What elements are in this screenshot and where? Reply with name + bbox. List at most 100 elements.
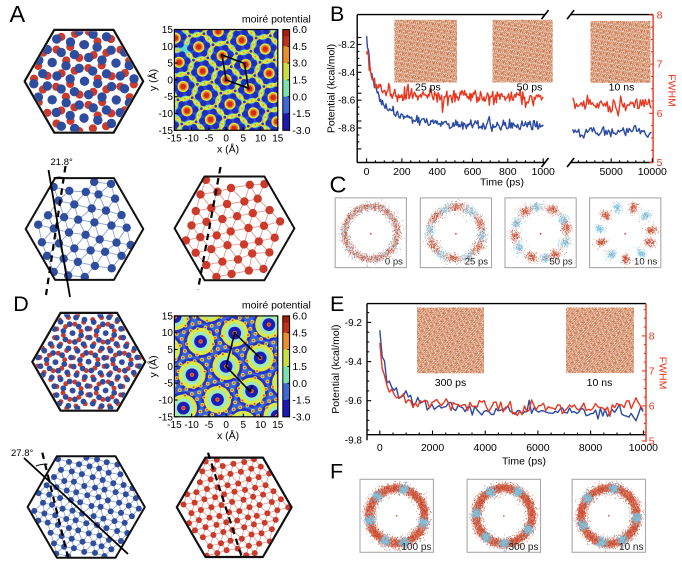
svg-text:-15: -15	[158, 412, 173, 423]
svg-text:-15: -15	[167, 420, 182, 431]
svg-text:-1.5: -1.5	[292, 395, 310, 407]
svg-text:moiré potential: moiré potential	[242, 14, 311, 26]
svg-text:10 ns: 10 ns	[609, 82, 635, 94]
svg-text:0: 0	[223, 420, 229, 431]
svg-text:0: 0	[377, 442, 383, 454]
svg-text:5000: 5000	[600, 166, 624, 178]
svg-text:0: 0	[223, 134, 229, 145]
svg-text:-8.4: -8.4	[338, 68, 356, 79]
svg-text:Time (ps): Time (ps)	[502, 456, 546, 468]
svg-text:FWHM: FWHM	[666, 74, 678, 107]
svg-text:-10: -10	[158, 396, 173, 407]
svg-text:Potential (kcal/mol): Potential (kcal/mol)	[326, 44, 338, 133]
svg-text:7: 7	[657, 59, 663, 71]
svg-text:E: E	[330, 292, 344, 316]
svg-text:5: 5	[657, 157, 663, 169]
svg-text:Potential (kcal/mol): Potential (kcal/mol)	[330, 324, 342, 413]
svg-text:y (Å): y (Å)	[147, 355, 160, 377]
svg-text:3.0: 3.0	[292, 58, 307, 70]
svg-text:0: 0	[167, 362, 173, 373]
svg-text:5: 5	[167, 59, 173, 70]
svg-text:0.0: 0.0	[292, 91, 307, 103]
svg-text:10 ns: 10 ns	[587, 377, 613, 389]
svg-text:Time (ps): Time (ps)	[480, 177, 524, 189]
svg-text:C: C	[330, 172, 347, 198]
svg-text:-1.5: -1.5	[292, 108, 310, 120]
svg-text:7: 7	[649, 366, 655, 378]
svg-text:10000: 10000	[629, 442, 658, 454]
svg-text:10000: 10000	[638, 166, 667, 178]
svg-text:800: 800	[499, 166, 517, 178]
svg-text:300 ps: 300 ps	[435, 377, 467, 389]
svg-text:6000: 6000	[526, 442, 550, 454]
svg-text:-15: -15	[158, 126, 173, 137]
svg-text:-5: -5	[164, 379, 173, 390]
svg-text:5: 5	[167, 345, 173, 356]
svg-text:-3.0: -3.0	[292, 125, 310, 137]
svg-text:10: 10	[255, 420, 267, 431]
svg-text:1.5: 1.5	[292, 361, 307, 373]
svg-text:-5: -5	[204, 134, 213, 145]
svg-text:4000: 4000	[474, 442, 498, 454]
svg-text:10 ns: 10 ns	[619, 542, 643, 553]
svg-text:A: A	[10, 1, 26, 27]
svg-text:-9.6: -9.6	[345, 396, 363, 407]
svg-text:4.5: 4.5	[292, 327, 307, 339]
svg-text:-8.6: -8.6	[338, 96, 356, 107]
svg-text:15: 15	[162, 25, 174, 36]
svg-text:27.8°: 27.8°	[11, 448, 33, 459]
svg-text:-10: -10	[184, 420, 199, 431]
svg-text:6.0: 6.0	[292, 311, 307, 323]
svg-text:6: 6	[649, 401, 655, 413]
svg-text:0 ps: 0 ps	[385, 257, 403, 268]
svg-text:FWHM: FWHM	[657, 357, 669, 390]
svg-text:-3.0: -3.0	[292, 411, 310, 423]
svg-text:-10: -10	[184, 134, 199, 145]
svg-text:moiré potential: moiré potential	[242, 300, 311, 312]
svg-text:10: 10	[162, 42, 174, 53]
svg-text:5: 5	[241, 134, 247, 145]
svg-text:-15: -15	[167, 134, 182, 145]
svg-text:-10: -10	[158, 109, 173, 120]
svg-text:5: 5	[649, 436, 655, 448]
svg-text:-8.8: -8.8	[338, 124, 356, 135]
svg-text:15: 15	[162, 311, 174, 322]
svg-text:3.0: 3.0	[292, 344, 307, 356]
svg-text:4.5: 4.5	[292, 41, 307, 53]
svg-text:50 ps: 50 ps	[549, 257, 572, 268]
svg-text:8000: 8000	[579, 442, 603, 454]
svg-text:15: 15	[272, 420, 284, 431]
svg-text:10 ns: 10 ns	[634, 257, 657, 268]
svg-text:0: 0	[364, 166, 370, 178]
svg-text:10: 10	[255, 134, 267, 145]
svg-text:50 ps: 50 ps	[517, 82, 543, 94]
svg-text:600: 600	[464, 166, 482, 178]
svg-text:10: 10	[162, 328, 174, 339]
svg-text:1000: 1000	[532, 166, 556, 178]
svg-text:D: D	[13, 292, 29, 316]
svg-text:8: 8	[649, 331, 655, 343]
svg-text:-8.2: -8.2	[338, 40, 356, 51]
svg-text:400: 400	[428, 166, 446, 178]
svg-text:8: 8	[657, 10, 663, 22]
svg-text:x (Å): x (Å)	[217, 429, 239, 442]
svg-text:25 ps: 25 ps	[415, 82, 441, 94]
svg-text:2000: 2000	[421, 442, 445, 454]
svg-text:5: 5	[241, 420, 247, 431]
svg-text:-9.2: -9.2	[345, 318, 363, 329]
svg-text:200: 200	[393, 166, 411, 178]
svg-text:100 ps: 100 ps	[401, 542, 431, 553]
svg-text:-9.8: -9.8	[345, 435, 363, 446]
svg-text:15: 15	[272, 134, 284, 145]
svg-text:B: B	[330, 2, 344, 26]
svg-text:y (Å): y (Å)	[147, 69, 160, 91]
svg-text:300 ps: 300 ps	[508, 542, 538, 553]
svg-text:-5: -5	[164, 92, 173, 103]
svg-text:6.0: 6.0	[292, 24, 307, 36]
svg-text:25 ps: 25 ps	[465, 257, 488, 268]
svg-text:x (Å): x (Å)	[217, 143, 239, 156]
svg-text:6: 6	[657, 108, 663, 120]
svg-text:-9.4: -9.4	[345, 357, 363, 368]
svg-text:0: 0	[167, 75, 173, 86]
svg-text:1.5: 1.5	[292, 75, 307, 87]
